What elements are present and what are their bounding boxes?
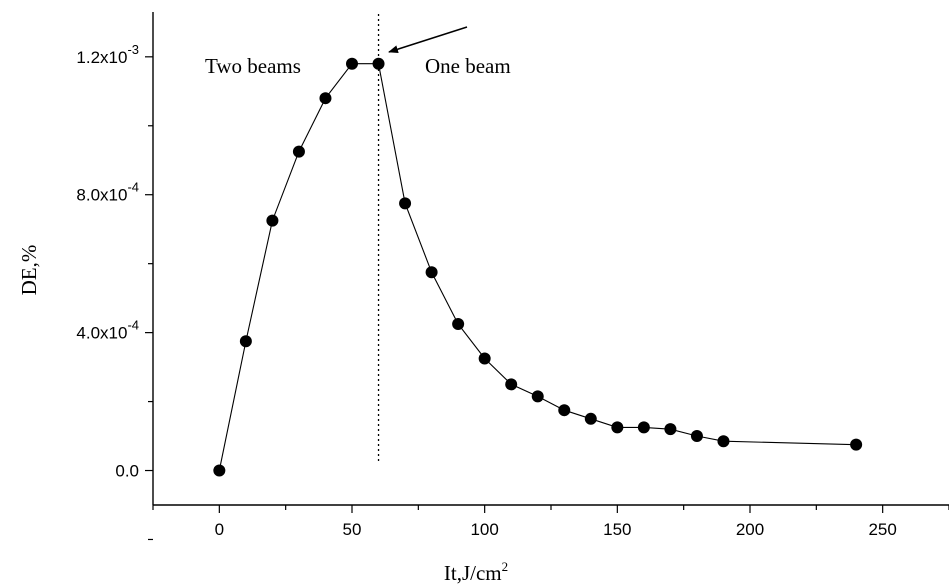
data-point (346, 57, 358, 70)
y-tick-base: 1.2x10 (76, 48, 127, 67)
x-tick-label: 50 (343, 520, 362, 539)
x-axis-label-sup: 2 (502, 559, 509, 574)
y-tick-label: 1.2x10-3 (76, 42, 139, 67)
data-point (717, 435, 730, 448)
data-point (611, 421, 624, 434)
data-point (266, 214, 279, 227)
data-point (664, 423, 677, 436)
x-tick-label: 150 (603, 520, 631, 539)
data-point (584, 412, 597, 425)
data-point (399, 197, 412, 210)
x-tick-label: 200 (736, 520, 764, 539)
data-point (452, 318, 465, 331)
y-tick-base: 8.0x10 (76, 186, 127, 205)
data-point (213, 464, 226, 477)
data-point (690, 430, 703, 443)
data-point (558, 404, 571, 417)
y-tick-base: 0.0 (115, 462, 139, 481)
data-point (319, 92, 332, 105)
data-point (850, 438, 863, 451)
x-tick-label: 250 (868, 520, 896, 539)
axes: 0 50 100 150 200 2500.04.0x10-48.0x10-41.2x10… (76, 12, 949, 541)
x-tick-label: 0 (215, 520, 224, 539)
data-point (292, 145, 305, 158)
series-line (218, 63, 857, 471)
y-axis-label: DE,% (17, 245, 41, 296)
data-point (637, 421, 650, 434)
y-tick-base: 4.0x10 (76, 324, 127, 343)
annotation-one-beam: One beam (425, 54, 511, 78)
x-tick-label: 100 (470, 520, 498, 539)
data-point (505, 378, 518, 391)
data-point (372, 57, 385, 70)
annotation-two-beams: Two beams (205, 54, 301, 78)
data-point (425, 266, 438, 279)
y-tick-label: 4.0x10-4 (76, 318, 139, 343)
y-tick-exponent: -4 (127, 318, 139, 333)
data-point (531, 390, 544, 403)
y-tick-label: 8.0x10-4 (76, 180, 139, 205)
data-point (239, 335, 252, 348)
series-layer (213, 57, 863, 477)
x-axis-label: It,J/cm2 (444, 559, 508, 585)
data-point (478, 352, 491, 365)
x-axis-label-text: It,J/cm (444, 561, 502, 585)
annotation-arrow (388, 26, 468, 54)
y-tick-exponent: -4 (127, 180, 139, 195)
y-tick-label: 0.0 (115, 462, 139, 481)
y-tick-exponent: -3 (127, 42, 139, 57)
